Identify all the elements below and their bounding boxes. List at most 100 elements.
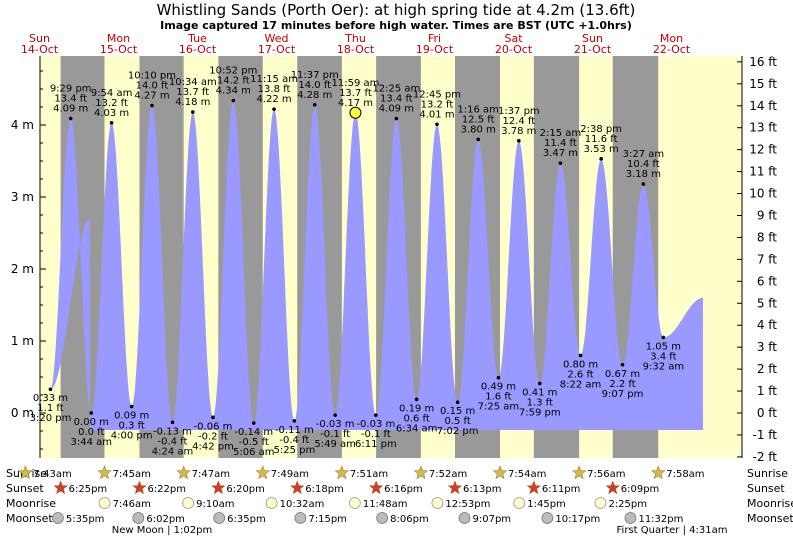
- moonrise-time: 7:46am: [113, 499, 151, 510]
- tide-extreme-point: [109, 121, 114, 125]
- moonset-icon: [458, 512, 471, 524]
- low-tide-label: -0.5 ft: [239, 437, 269, 448]
- low-tide-label: 0.41 m: [522, 387, 557, 398]
- day-name-label: Fri: [428, 32, 441, 45]
- sunrise-time: 7:52am: [429, 469, 467, 480]
- low-tide-label: 4:24 am: [152, 446, 194, 457]
- current-level-marker: [349, 106, 362, 119]
- moonrise-icon: [348, 497, 361, 509]
- low-tide-label: 7:59 pm: [519, 407, 561, 418]
- right-axis-tick-label: -2 ft: [753, 450, 778, 464]
- water-area: [50, 100, 703, 430]
- high-tide-label: 9:29 pm: [50, 84, 92, 95]
- low-tide-label: 4:42 pm: [192, 441, 234, 452]
- right-axis-tick-label: 13 ft: [749, 121, 777, 135]
- day-name-label: Sun: [582, 32, 603, 45]
- day-date-label: 20-Oct: [495, 43, 533, 56]
- right-axis-tick-label: 1 ft: [757, 384, 777, 398]
- high-tide-label: 4.09 m: [53, 104, 88, 115]
- right-axis-tick-label: 0 ft: [757, 406, 777, 420]
- low-tide-label: 3:44 am: [71, 437, 113, 448]
- sunset-icon: [526, 480, 542, 495]
- sunrise-time: 7:58am: [666, 469, 704, 480]
- moonset-icon: [376, 512, 389, 524]
- high-tide-label: 11:37 pm: [291, 70, 339, 81]
- day-date-label: 14-Oct: [21, 43, 59, 56]
- sunset-time: 6:18pm: [305, 484, 344, 495]
- right-axis-tick-label: 4 ft: [757, 318, 777, 332]
- day-name-label: Tue: [187, 32, 207, 45]
- high-tide-label: 12:45 pm: [413, 89, 461, 100]
- tide-extreme-point: [170, 420, 175, 425]
- sunset-time: 6:11pm: [542, 484, 581, 495]
- tide-extreme-point: [150, 103, 154, 108]
- low-tide-label: -0.11 m: [275, 425, 314, 436]
- tide-extreme-point: [292, 419, 297, 423]
- tide-extreme-point: [641, 182, 646, 186]
- day-date-label: 16-Oct: [179, 43, 217, 56]
- day-name-label: Wed: [265, 32, 289, 45]
- tide-extreme-point: [496, 375, 501, 380]
- low-tide-label: 6:34 am: [396, 423, 438, 434]
- left-axis-tick-label: 0 m: [11, 406, 34, 420]
- day-date-label: 17-Oct: [258, 43, 296, 56]
- sunset-time: 6:09pm: [621, 484, 660, 495]
- moonrise-time: 10:32am: [280, 499, 325, 510]
- high-tide-label: 14.0 ft: [298, 80, 331, 91]
- sunset-time: 6:16pm: [384, 484, 423, 495]
- sunrise-time: 7:54am: [508, 469, 546, 480]
- right-axis-tick-label: 9 ft: [757, 208, 777, 222]
- moonrise-icon: [182, 497, 195, 509]
- moonset-time: 11:32pm: [638, 514, 683, 525]
- high-tide-label: 4.17 m: [338, 98, 373, 109]
- row-label-right: Moonrise: [747, 497, 793, 510]
- low-tide-label: 5:49 am: [314, 439, 356, 450]
- moonset-time: 6:02pm: [146, 514, 185, 525]
- moonset-time: 7:15pm: [308, 514, 347, 525]
- tide-extreme-point: [89, 411, 94, 415]
- tide-extreme-point: [129, 404, 134, 409]
- row-label-right: Sunrise: [747, 467, 788, 480]
- tide-extreme-point: [394, 116, 399, 121]
- row-label-left: Moonset: [6, 512, 53, 525]
- tide-extreme-point: [537, 381, 542, 386]
- sunrise-time: 7:43am: [33, 469, 71, 480]
- low-tide-label: -0.4 ft: [279, 435, 309, 446]
- sunset-icon: [53, 480, 68, 495]
- high-tide-label: 10:52 pm: [209, 66, 257, 77]
- low-tide-label: 1.3 ft: [527, 397, 553, 408]
- low-tide-label: 2.2 ft: [609, 379, 635, 390]
- low-tide-label: 3:20 pm: [30, 413, 72, 424]
- row-label-right: Sunset: [747, 482, 785, 495]
- tide-extreme-point: [272, 107, 276, 111]
- day-date-label: 18-Oct: [337, 43, 375, 56]
- day-name-label: Mon: [107, 32, 130, 45]
- tide-extreme-point: [190, 110, 195, 114]
- moon-phase-label: First Quarter | 4:31am: [617, 525, 728, 536]
- row-label-left: Moonrise: [6, 497, 56, 510]
- day-date-label: 21-Oct: [574, 43, 612, 56]
- sunrise-time: 7:47am: [192, 469, 230, 480]
- sunrise-time: 7:56am: [587, 469, 625, 480]
- low-tide-label: 0.3 ft: [118, 421, 144, 432]
- tide-extreme-point: [231, 98, 236, 103]
- tide-extreme-point: [414, 397, 419, 402]
- right-axis-tick-label: 3 ft: [757, 340, 777, 354]
- high-tide-label: 3.18 m: [626, 169, 661, 180]
- moonrise-time: 9:10am: [196, 499, 234, 510]
- low-tide-label: 0.5 ft: [444, 416, 470, 427]
- tide-extreme-point: [578, 353, 583, 358]
- sunrise-time: 7:49am: [271, 469, 309, 480]
- high-tide-label: 13.7 ft: [339, 88, 372, 99]
- sunrise-time: 7:51am: [350, 469, 388, 480]
- high-tide-label: 1:37 pm: [498, 106, 540, 117]
- sunset-icon: [368, 480, 384, 495]
- low-tide-label: -0.1 ft: [320, 429, 350, 440]
- right-axis-tick-label: -1 ft: [753, 428, 778, 442]
- sunrise-icon: [492, 465, 508, 480]
- tide-extreme-point: [435, 122, 439, 127]
- low-tide-label: 8:22 am: [560, 379, 602, 390]
- sunset-time: 6:13pm: [463, 484, 502, 495]
- high-tide-label: 13.4 ft: [380, 94, 413, 105]
